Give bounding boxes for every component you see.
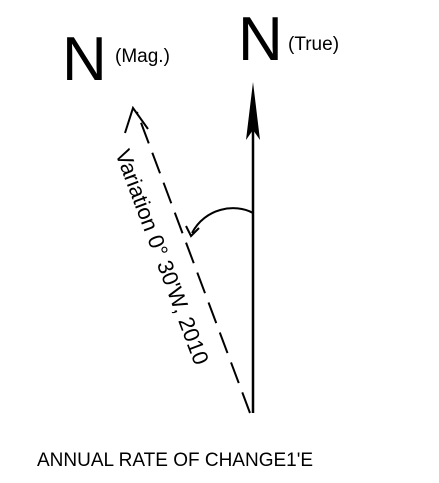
variation-label: Variation 0° 30'W, 2010 (110, 146, 214, 368)
true-north-arrowhead (246, 82, 260, 140)
variation-arc-curve (191, 207, 254, 234)
annual-rate-label: ANNUAL RATE OF CHANGE1'E (37, 450, 313, 471)
magnetic-north-arrowhead (124, 105, 149, 134)
magnetic-north-label: N (Mag.) (62, 25, 170, 94)
true-north-arrow (246, 82, 260, 413)
true-north-label: N (True) (238, 5, 339, 74)
variation-arc-arrowhead (185, 225, 200, 238)
variation-arc (185, 207, 254, 238)
magnetic-north-suffix: (Mag.) (115, 46, 170, 67)
true-north-suffix: (True) (288, 34, 339, 55)
magnetic-north-arrow (124, 105, 251, 414)
magnetic-north-symbol: N (62, 25, 107, 94)
magnetic-north-line (136, 111, 251, 414)
true-north-symbol: N (238, 5, 283, 74)
